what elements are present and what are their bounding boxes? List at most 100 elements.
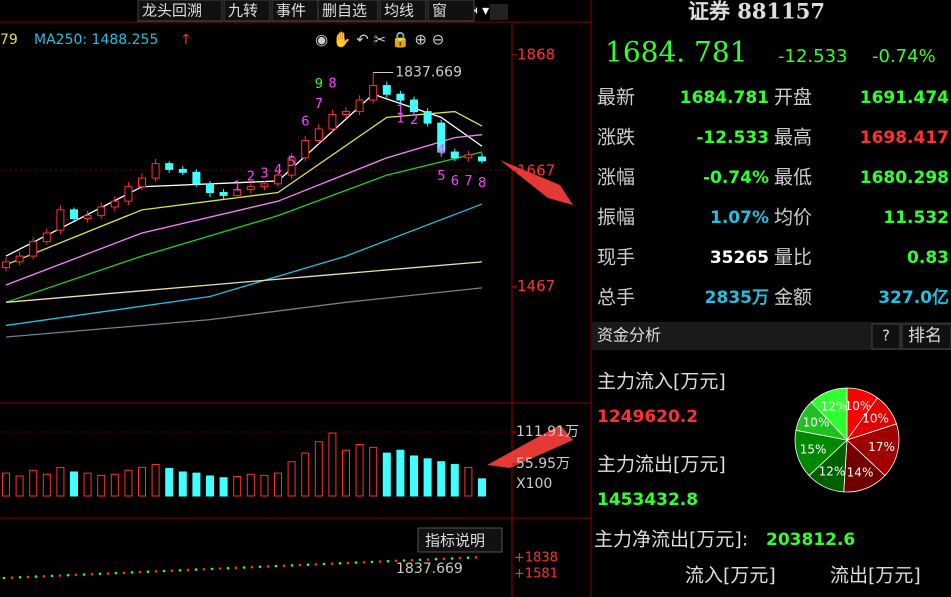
indicator-value: 79: [0, 32, 18, 48]
volume-bar: [165, 468, 174, 497]
mini-dot: [450, 557, 454, 560]
pie-label: 10%: [862, 412, 889, 426]
td-count: 7: [464, 174, 472, 189]
mini-dot: [218, 567, 222, 570]
row-label: 现手: [597, 247, 635, 269]
candle-body: [260, 183, 269, 188]
mini-dot: [58, 574, 62, 577]
td-count: 5: [437, 169, 445, 184]
td-count: 6: [301, 114, 309, 129]
mini-dot: [274, 564, 278, 568]
volume-bar: [178, 471, 187, 497]
quote-change: -12.533: [778, 46, 847, 67]
help-button[interactable]: [871, 323, 901, 350]
inflow-label: 主力流入[万元]: [597, 371, 726, 393]
candle-body: [15, 255, 24, 263]
volume-bar: [355, 444, 364, 497]
row-value: -12.533: [696, 128, 769, 148]
candle-body: [396, 93, 405, 101]
volume-bar: [192, 472, 201, 497]
mini-dot: [130, 571, 134, 574]
candle-body: [423, 111, 432, 124]
ma-line: [5, 93, 483, 257]
pie-label: 10%: [803, 415, 830, 429]
volume-bar: [396, 449, 405, 497]
pie-label: 10%: [845, 399, 872, 413]
td-count: 2: [410, 113, 418, 128]
toolbar-button[interactable]: [317, 0, 379, 22]
quote-title: 证券 881157: [688, 0, 825, 24]
candle-body: [478, 156, 486, 162]
td-count: 4: [437, 143, 445, 158]
mini-dot: [154, 570, 158, 573]
row-label: 最低: [774, 167, 812, 189]
row-value: 0.83: [907, 248, 949, 268]
volume-bar: [246, 473, 255, 497]
ma-line: [5, 261, 483, 303]
indicator-button[interactable]: [417, 527, 503, 553]
mini-dot: [34, 575, 38, 578]
mini-dot: [106, 572, 110, 575]
volume-bar: [206, 475, 214, 497]
volume-bar: [328, 432, 337, 497]
volume-bar: [110, 473, 119, 497]
mini-dot: [146, 570, 150, 573]
row-label: 振幅: [597, 207, 635, 229]
inflow-value: 1249620.2: [597, 407, 698, 427]
volume-tick-label: 111.91万: [516, 424, 579, 440]
ma-line: [5, 151, 483, 303]
pie-label: 15%: [800, 442, 827, 456]
row-label: 最高: [774, 127, 812, 149]
high-label: 1837.669: [395, 64, 462, 80]
volume-bar: [151, 464, 160, 497]
td-count: 6: [451, 174, 459, 189]
mini-dot: [74, 573, 78, 577]
row-label: 均价: [774, 207, 812, 229]
mini-dot: [250, 565, 254, 569]
toolbar-button[interactable]: [427, 0, 475, 22]
volume-bar: [410, 455, 418, 497]
td-count: 1: [233, 179, 241, 194]
toolbar-button[interactable]: [379, 0, 427, 22]
outflow-value: 1453432.8: [597, 490, 698, 510]
candle-body: [2, 261, 10, 269]
row-label: 金额: [774, 287, 812, 309]
mini-dot: [346, 561, 350, 565]
row-value: 11.532: [883, 208, 949, 228]
menu-button[interactable]: [490, 4, 508, 20]
candle-body: [178, 168, 187, 173]
toolbar-button[interactable]: [223, 0, 271, 22]
rank-button[interactable]: [901, 323, 951, 350]
mini-dot: [194, 568, 198, 571]
mini-dot: [362, 560, 366, 564]
td-count: 9: [315, 77, 323, 92]
toolbar-button[interactable]: [137, 0, 223, 22]
volume-bar: [56, 466, 65, 497]
candle-body: [83, 215, 92, 220]
candle-body: [382, 85, 391, 95]
candle-body: [328, 113, 337, 130]
mini-dot: [50, 574, 54, 578]
row-label: 总手: [597, 287, 635, 309]
toolbar-label: 均线: [384, 2, 414, 20]
tool-icons[interactable]: ◉ ✋ ↶ ✂ 🔒 ⊕ ⊖: [315, 31, 444, 49]
mini-dot: [178, 569, 182, 572]
candle-body: [110, 200, 119, 208]
mini-dot: [122, 571, 126, 575]
candle-body: [70, 209, 78, 220]
mini-dot: [258, 565, 262, 569]
row-value: 327.0亿: [878, 287, 949, 308]
candle-body: [287, 157, 296, 176]
mini-dot: [26, 575, 30, 579]
mini-dot: [434, 557, 438, 561]
arrow: [500, 160, 573, 205]
mini-dot: [386, 559, 390, 563]
volume-bar: [29, 469, 38, 497]
mini-dot: [82, 573, 86, 576]
candle-body: [138, 177, 146, 188]
candle-body: [342, 111, 350, 115]
column-label: 流入[万元]: [685, 565, 776, 587]
volume-bar: [478, 478, 486, 497]
volume-bar: [219, 477, 228, 497]
td-count: 8: [328, 76, 336, 91]
